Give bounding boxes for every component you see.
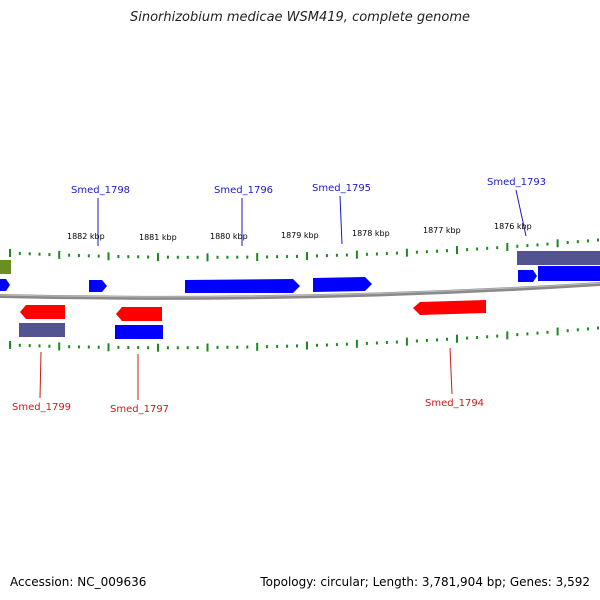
- scale-label: 1879 kbp: [281, 231, 319, 240]
- scale-ticks-bottom: [9, 326, 599, 352]
- gene-label-reverse[interactable]: Smed_1797: [110, 404, 169, 415]
- olive-block[interactable]: [0, 260, 11, 274]
- gene-label-forward[interactable]: Smed_1793: [487, 177, 546, 188]
- label-leader: [339, 195, 343, 245]
- reverse-gene-arrow[interactable]: [20, 305, 65, 319]
- reverse-gene-arrow[interactable]: [116, 307, 162, 321]
- label-leader: [515, 189, 527, 237]
- reverse-gene-arrow[interactable]: [413, 300, 486, 315]
- forward-gene-arrow[interactable]: [313, 277, 372, 292]
- label-leader: [449, 347, 453, 395]
- forward-gene-arrow[interactable]: [185, 279, 300, 293]
- scale-ticks-top: [9, 238, 599, 262]
- cds-block[interactable]: [19, 323, 65, 337]
- gene-label-forward[interactable]: Smed_1796: [214, 185, 273, 196]
- accession-text: Accession: NC_009636: [10, 575, 147, 589]
- gene-label-forward[interactable]: Smed_1798: [71, 185, 130, 196]
- scale-label: 1881 kbp: [139, 233, 177, 242]
- forward-gene-block[interactable]: [538, 266, 600, 281]
- forward-gene-block[interactable]: [115, 325, 163, 339]
- forward-gene-arrow[interactable]: [0, 279, 10, 291]
- gene-label-reverse[interactable]: Smed_1799: [12, 402, 71, 413]
- map-title: Sinorhizobium medicae WSM419, complete g…: [129, 10, 471, 25]
- forward-gene-arrow[interactable]: [89, 280, 107, 292]
- forward-gene-arrow[interactable]: [518, 270, 537, 282]
- scale-label: 1878 kbp: [352, 229, 390, 238]
- scale-label: 1880 kbp: [210, 232, 248, 241]
- label-leader: [39, 351, 42, 399]
- genome-backbone-highlight: [0, 282, 600, 298]
- gene-label-reverse[interactable]: Smed_1794: [425, 398, 484, 409]
- genome-summary-text: Topology: circular; Length: 3,781,904 bp…: [260, 575, 590, 589]
- cds-block[interactable]: [517, 251, 600, 265]
- scale-label: 1877 kbp: [423, 226, 461, 235]
- scale-label: 1882 kbp: [67, 232, 105, 241]
- gene-label-forward[interactable]: Smed_1795: [312, 183, 371, 194]
- genome-backbone: [0, 282, 600, 300]
- scale-label: 1876 kbp: [494, 222, 532, 231]
